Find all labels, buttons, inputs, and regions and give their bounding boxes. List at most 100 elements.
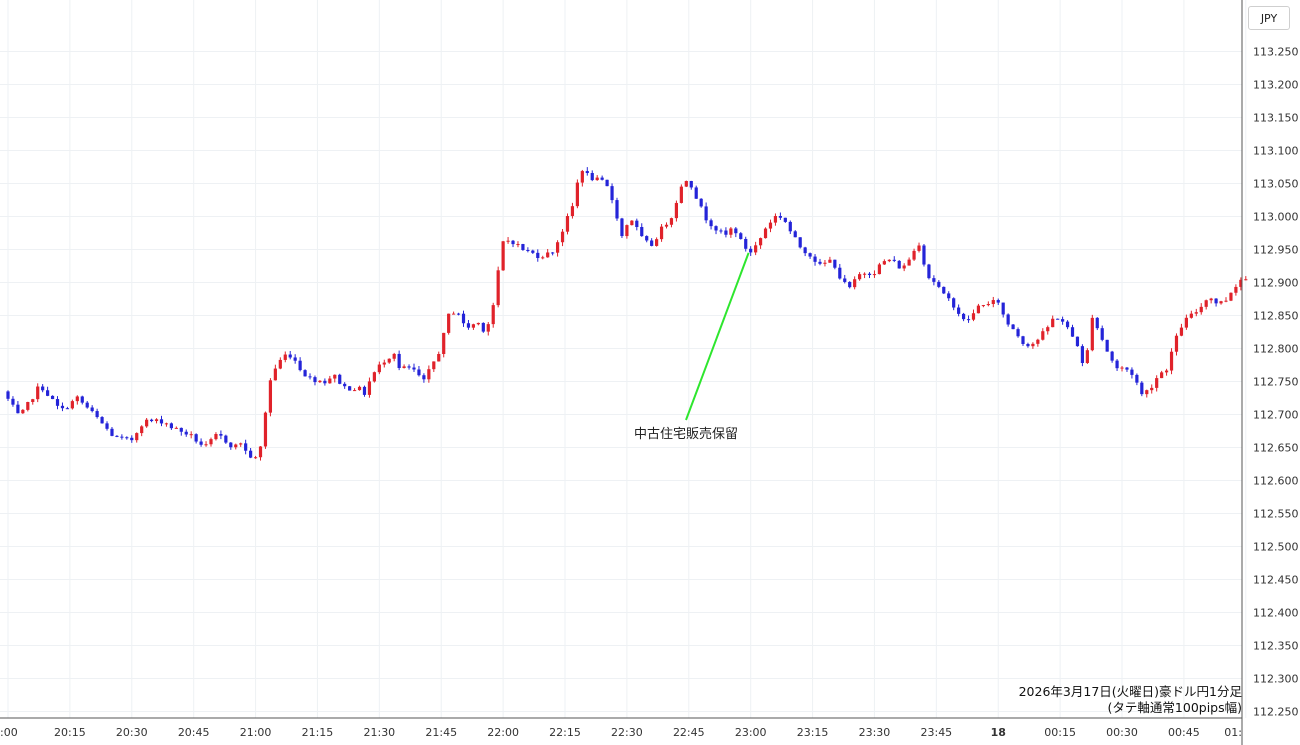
candle-down <box>605 179 609 187</box>
y-tick-label: 113.100 <box>1253 145 1299 158</box>
candle-up <box>268 380 273 413</box>
y-tick-label: 112.700 <box>1253 409 1299 422</box>
candle-down <box>1065 321 1070 328</box>
candle-down <box>417 369 421 376</box>
candle-up <box>1219 301 1223 304</box>
candle-up <box>912 250 916 260</box>
candle-up <box>21 409 25 414</box>
candle-up <box>174 427 178 429</box>
y-tick-label: 113.150 <box>1253 112 1299 125</box>
candle-up <box>907 259 911 266</box>
y-tick-label: 113.050 <box>1253 178 1299 191</box>
candle-up <box>31 399 35 402</box>
candle-down <box>407 366 411 368</box>
candle-up <box>1184 317 1188 328</box>
y-tick-label: 113.200 <box>1253 79 1299 92</box>
candle-down <box>1075 336 1080 347</box>
candle-down <box>120 436 124 438</box>
candle-up <box>674 202 679 219</box>
candle-up <box>491 305 495 325</box>
candle-up <box>164 423 169 425</box>
candle-up <box>367 381 372 395</box>
y-tick-label: 113.000 <box>1253 211 1299 224</box>
candle-down <box>100 417 104 424</box>
candle-up <box>273 368 277 381</box>
candle-down <box>838 267 842 279</box>
candle-down <box>338 374 342 384</box>
candle-down <box>585 171 589 174</box>
candle-down <box>110 428 114 436</box>
annotation: 中古住宅販売保留 <box>634 252 750 442</box>
candle-up <box>1189 313 1193 318</box>
candle-down <box>957 307 961 314</box>
candle-down <box>818 261 822 264</box>
candle-down <box>219 434 223 436</box>
candle-up <box>630 220 634 226</box>
candle-up <box>1145 390 1149 395</box>
candle-up <box>976 305 981 314</box>
candle-down <box>179 427 183 432</box>
candle-down <box>130 437 134 441</box>
candle-up <box>140 426 144 434</box>
candle-down <box>194 434 198 442</box>
x-tick-label: 23:15 <box>797 726 829 739</box>
candle-up <box>1174 335 1179 352</box>
candle-up <box>75 396 79 402</box>
candle-down <box>709 220 713 227</box>
candle-up <box>427 369 431 380</box>
x-tick-label: 20:30 <box>116 726 148 739</box>
y-tick-label: 112.550 <box>1253 508 1299 521</box>
candle-up <box>555 242 560 253</box>
candle-down <box>932 278 936 282</box>
candle-down <box>922 245 926 265</box>
x-tick-label: 00:15 <box>1044 726 1076 739</box>
candle-down <box>1100 328 1104 340</box>
candle-up <box>655 239 659 246</box>
candle-down <box>897 260 901 269</box>
candle-up <box>214 434 218 440</box>
candle-up <box>476 322 480 325</box>
candle-down <box>1105 339 1109 352</box>
candle-down <box>362 386 367 395</box>
candle-down <box>105 423 109 429</box>
currency-label[interactable]: JPY <box>1248 6 1290 30</box>
candle-down <box>55 399 60 406</box>
candle-up <box>768 222 773 229</box>
x-tick-label: 21:00 <box>240 726 272 739</box>
y-tick-label: 112.250 <box>1253 706 1299 719</box>
caption-line-2: (タテ軸通常100pips幅) <box>1107 700 1242 715</box>
candle-down <box>1011 324 1015 330</box>
candle-up <box>828 259 832 263</box>
candle-down <box>50 395 55 400</box>
candle-down <box>719 230 723 232</box>
y-tick-label: 112.650 <box>1253 442 1299 455</box>
candle-down <box>1095 317 1099 329</box>
candle-up <box>1204 300 1208 307</box>
x-tick-label: 20:45 <box>178 726 210 739</box>
x-tick-label: 21:15 <box>302 726 334 739</box>
candle-down <box>734 228 738 234</box>
candle-down <box>783 217 787 222</box>
candle-down <box>65 408 70 410</box>
candle-down <box>1214 298 1218 304</box>
candle-down <box>704 206 708 221</box>
y-tick-label: 112.300 <box>1253 673 1299 686</box>
candle-down <box>521 244 525 250</box>
candle-down <box>397 353 401 368</box>
candle-down <box>224 435 228 443</box>
y-tick-label: 112.950 <box>1253 244 1299 257</box>
candle-up <box>1120 367 1124 369</box>
candle-down <box>11 398 15 405</box>
candle-down <box>551 252 555 254</box>
candle-up <box>253 457 258 459</box>
y-tick-label: 112.450 <box>1253 574 1299 587</box>
candle-up <box>763 228 768 239</box>
candle-up <box>352 390 357 392</box>
candle-up <box>486 324 490 332</box>
candle-up <box>382 362 386 365</box>
candle-up <box>971 313 976 320</box>
candle-down <box>813 256 817 262</box>
candle-up <box>570 206 575 217</box>
